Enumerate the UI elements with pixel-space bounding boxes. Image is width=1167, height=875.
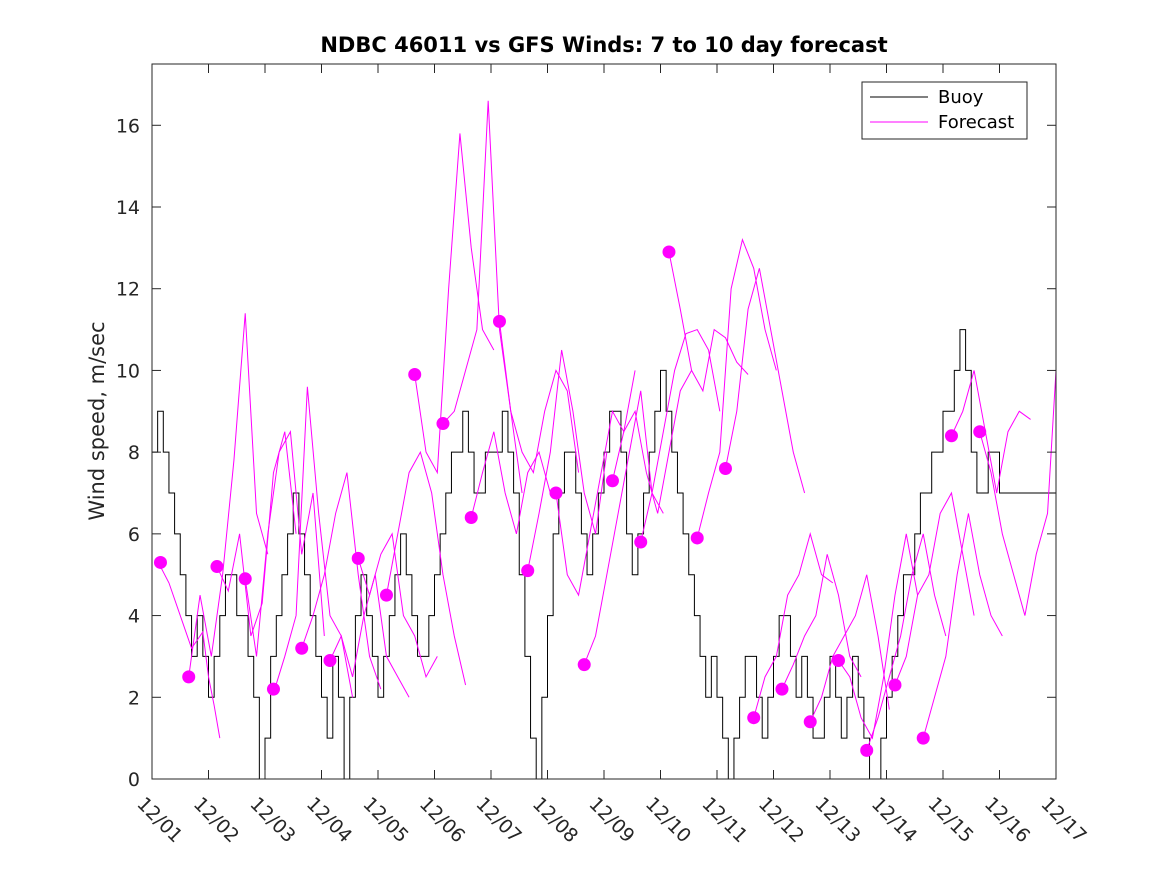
forecast-run-14 (527, 349, 608, 571)
forecast-run-28 (922, 513, 1003, 739)
chart-title: NDBC 46011 vs GFS Winds: 7 to 10 day for… (320, 33, 887, 57)
forecast-marker-6 (295, 641, 309, 655)
forecast-marker-12 (464, 511, 478, 525)
forecast-run-2 (188, 313, 269, 677)
forecast-run-5 (272, 386, 354, 698)
forecast-run-9 (385, 450, 467, 686)
forecast-run-18 (640, 328, 721, 543)
forecast-run-24 (809, 574, 890, 723)
forecast-marker-30 (973, 425, 987, 439)
forecast-run-22 (753, 531, 834, 718)
forecast-run-26 (866, 533, 947, 751)
forecast-run-1 (160, 566, 221, 739)
forecast-run-10 (414, 133, 495, 475)
forecast-run-21 (724, 268, 806, 494)
forecast-run-19 (668, 251, 749, 393)
forecast-marker-25 (831, 654, 845, 668)
forecast-run-20 (696, 238, 777, 539)
forecast-marker-5 (266, 682, 280, 696)
forecast-run-4 (244, 430, 325, 657)
forecast-marker-16 (577, 658, 591, 672)
forecast-marker-27 (888, 678, 902, 692)
forecast-run-25 (838, 533, 919, 740)
forecast-marker-29 (944, 429, 958, 443)
forecast-marker-7 (323, 654, 337, 668)
forecast-marker-21 (718, 461, 732, 475)
forecast-run-15 (555, 370, 636, 597)
forecast-marker-18 (634, 535, 648, 549)
forecast-marker-9 (379, 588, 393, 602)
y-tick-label: 8 (128, 442, 140, 464)
forecast-run-27 (894, 491, 975, 686)
forecast-marker-3 (210, 560, 224, 574)
forecast-marker-17 (605, 474, 619, 488)
forecast-run-23 (781, 554, 862, 690)
forecast-marker-15 (549, 486, 563, 500)
y-axis-label: Wind speed, m/sec (85, 321, 109, 520)
y-tick-label: 16 (116, 115, 140, 137)
forecast-run-16 (583, 390, 664, 665)
forecast-run-6 (301, 472, 382, 690)
forecast-marker-4 (238, 572, 252, 586)
forecast-run-13 (498, 321, 580, 475)
forecast-marker-14 (521, 564, 535, 578)
forecast-marker-19 (662, 245, 676, 259)
forecast-marker-24 (803, 715, 817, 729)
y-tick-label: 10 (116, 360, 140, 382)
legend: Buoy Forecast (861, 81, 1028, 140)
forecast-marker-2 (182, 670, 196, 684)
forecast-marker-26 (860, 743, 874, 757)
forecast-marker-11 (436, 417, 450, 431)
forecast-run-30 (979, 370, 1057, 616)
forecast-marker-23 (775, 682, 789, 696)
forecast-run-12 (470, 431, 551, 534)
y-tick-label: 0 (128, 769, 140, 791)
forecast-marker-1 (153, 555, 167, 569)
forecast-marker-10 (408, 368, 422, 382)
y-tick-label: 4 (128, 606, 140, 628)
forecast-series (160, 100, 1057, 751)
y-tick-label: 2 (128, 687, 140, 709)
forecast-marker-20 (690, 531, 704, 545)
y-tick-label: 14 (116, 197, 140, 219)
plot-area (152, 100, 1057, 780)
y-tick-label: 6 (128, 524, 140, 546)
forecast-run-29 (951, 370, 1031, 494)
forecast-marker-22 (747, 711, 761, 725)
forecast-marker-28 (916, 731, 930, 745)
legend-label-forecast: Forecast (938, 112, 1014, 133)
y-tick-label: 12 (116, 279, 140, 301)
forecast-run-3 (216, 431, 297, 637)
forecast-markers (153, 245, 987, 757)
legend-box (861, 81, 1028, 140)
forecast-marker-13 (492, 314, 506, 328)
legend-label-buoy: Buoy (938, 87, 984, 108)
forecast-run-8 (357, 532, 438, 679)
forecast-marker-8 (351, 551, 365, 565)
